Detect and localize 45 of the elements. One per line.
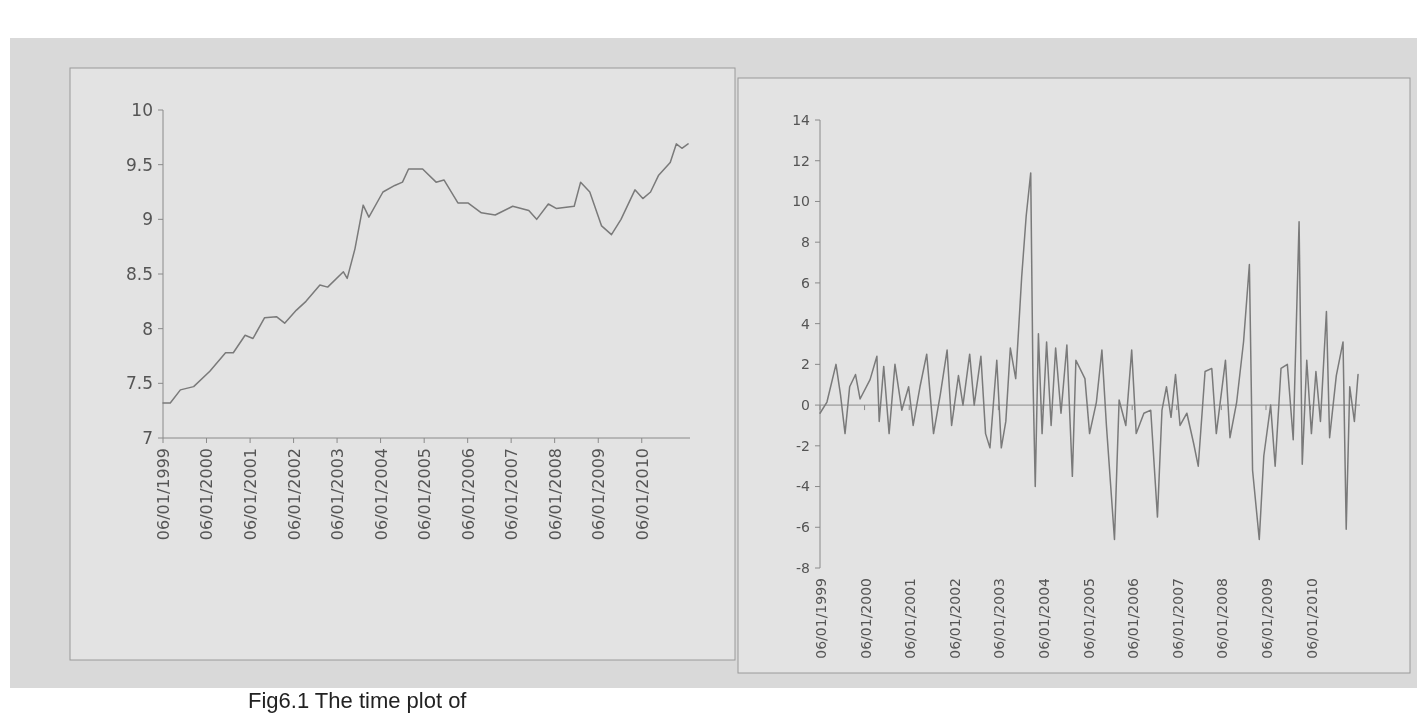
y-tick-label: -8 (796, 559, 810, 576)
x-tick-label: 06/01/1999 (813, 578, 829, 659)
y-tick-label: 4 (801, 315, 811, 332)
x-tick-label: 06/01/2002 (284, 448, 304, 541)
y-tick-label: 7 (142, 427, 153, 448)
y-tick-label: -4 (796, 478, 811, 495)
y-tick-label: 2 (801, 356, 810, 373)
y-tick-label: 8 (142, 318, 153, 339)
x-tick-label: 06/01/2004 (371, 448, 391, 541)
y-tick-label: 10 (131, 99, 153, 120)
x-tick-label: 06/01/2006 (1125, 577, 1142, 659)
x-tick-label: 06/01/1999 (154, 448, 173, 541)
x-tick-label: 06/01/2002 (946, 578, 963, 659)
y-tick-label: 8.5 (125, 263, 153, 284)
x-tick-label: 06/01/2007 (502, 448, 522, 541)
x-tick-label: 06/01/2000 (857, 578, 874, 659)
x-tick-label: 06/01/2010 (1303, 578, 1320, 659)
x-tick-label: 06/01/2010 (632, 448, 652, 541)
line-series (162, 143, 689, 404)
y-tick-label: 8 (801, 234, 810, 251)
y-tick-label: 9.5 (125, 154, 153, 175)
x-tick-label: 06/01/2009 (1258, 578, 1275, 659)
y-tick-label: 6 (801, 274, 811, 291)
y-tick-label: 14 (792, 111, 811, 128)
x-tick-label: 06/01/2000 (197, 448, 217, 541)
caption: Fig6.1 The time plot of (248, 688, 468, 713)
x-tick-label: 06/01/2007 (1169, 578, 1186, 659)
y-tick-label: 9 (142, 209, 153, 230)
y-tick-label: 7.5 (125, 373, 153, 394)
x-tick-label: 06/01/2006 (458, 448, 478, 541)
y-tick-label: 10 (792, 193, 810, 210)
x-tick-label: 06/01/2003 (991, 578, 1008, 659)
x-tick-label: 06/01/2005 (415, 448, 435, 541)
x-tick-label: 06/01/2008 (1214, 578, 1231, 659)
y-tick-label: 12 (792, 152, 810, 169)
x-tick-label: 06/01/2001 (241, 448, 261, 541)
y-tick-label: -6 (796, 519, 811, 536)
x-tick-label: 06/01/2005 (1080, 578, 1097, 659)
x-tick-label: 06/01/2001 (902, 578, 919, 659)
x-tick-label: 06/01/2008 (545, 448, 565, 541)
y-tick-label: 0 (801, 396, 810, 413)
x-tick-label: 06/01/2003 (328, 448, 348, 541)
x-tick-label: 06/01/2004 (1035, 577, 1052, 659)
x-tick-label: 06/01/2009 (589, 448, 609, 541)
y-tick-label: -2 (796, 437, 810, 454)
